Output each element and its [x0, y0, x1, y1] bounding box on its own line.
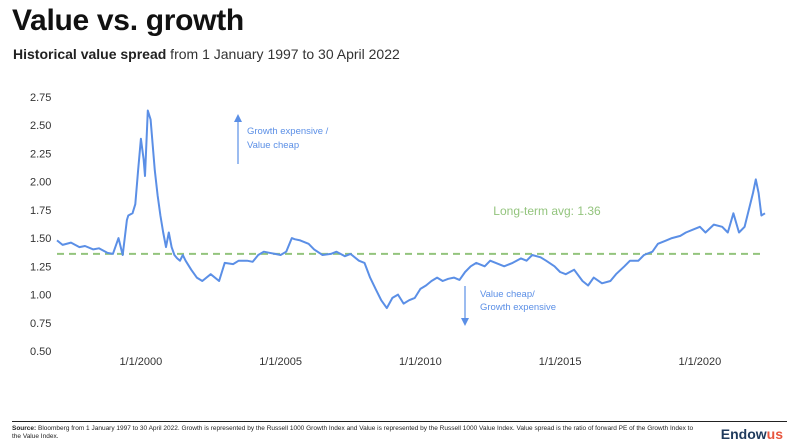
- footer-divider: [12, 421, 787, 422]
- y-tick-label: 1.75: [30, 205, 51, 217]
- long-term-average-label: Long-term avg: 1.36: [493, 204, 601, 218]
- y-tick-label: 2.75: [30, 92, 51, 104]
- x-tick-label: 1/1/2015: [539, 356, 582, 368]
- value-cheap-annotation: Value cheap/ Growth expensive: [461, 286, 556, 326]
- chart-subtitle: Historical value spread from 1 January 1…: [13, 46, 400, 62]
- brand-main: Endow: [720, 426, 767, 442]
- x-tick-label: 1/1/2020: [678, 356, 721, 368]
- value-spread-series-line: [56, 109, 766, 310]
- up-annotation-line-1: Growth expensive /: [247, 126, 329, 137]
- source-label: Source:: [12, 425, 37, 432]
- subtitle-bold: Historical value spread: [13, 46, 167, 62]
- up-arrow-head-icon: [234, 114, 242, 122]
- growth-expensive-annotation: Growth expensive / Value cheap: [234, 114, 329, 164]
- source-text: Bloomberg from 1 January 1997 to 30 Apri…: [12, 425, 694, 440]
- x-tick-label: 1/1/2005: [259, 356, 302, 368]
- up-annotation-line-2: Value cheap: [247, 140, 299, 151]
- subtitle-rest: from 1 January 1997 to 30 April 2022: [166, 46, 400, 62]
- chart-title: Value vs. growth: [12, 4, 244, 37]
- y-tick-label: 2.25: [30, 148, 51, 160]
- source-note: Source: Bloomberg from 1 January 1997 to…: [12, 425, 702, 441]
- x-tick-label: 1/1/2000: [119, 356, 162, 368]
- y-axis: 2.75 2.50 2.25 2.00 1.75 1.50 1.25 1.00 0.75 0.50: [30, 92, 51, 358]
- down-annotation-line-1: Value cheap/: [480, 289, 535, 300]
- value-spread-chart: 2.75 2.50 2.25 2.00 1.75 1.50 1.25 1.00 0.75 0.50…: [30, 92, 766, 368]
- y-tick-label: 1.25: [30, 261, 51, 273]
- y-tick-label: 1.00: [30, 290, 51, 302]
- endowus-logo: Endowus: [721, 426, 783, 442]
- x-tick-label: 1/1/2010: [399, 356, 442, 368]
- y-tick-label: 2.00: [30, 177, 51, 189]
- y-tick-label: 1.50: [30, 233, 51, 245]
- y-tick-label: 2.50: [30, 120, 51, 132]
- down-annotation-line-2: Growth expensive: [480, 302, 556, 313]
- down-arrow-head-icon: [461, 318, 469, 326]
- y-tick-label: 0.50: [30, 346, 51, 358]
- brand-accent: us: [766, 426, 783, 442]
- y-tick-label: 0.75: [30, 318, 51, 330]
- x-axis: 1/1/2000 1/1/2005 1/1/2010 1/1/2015 1/1/2020: [119, 356, 721, 368]
